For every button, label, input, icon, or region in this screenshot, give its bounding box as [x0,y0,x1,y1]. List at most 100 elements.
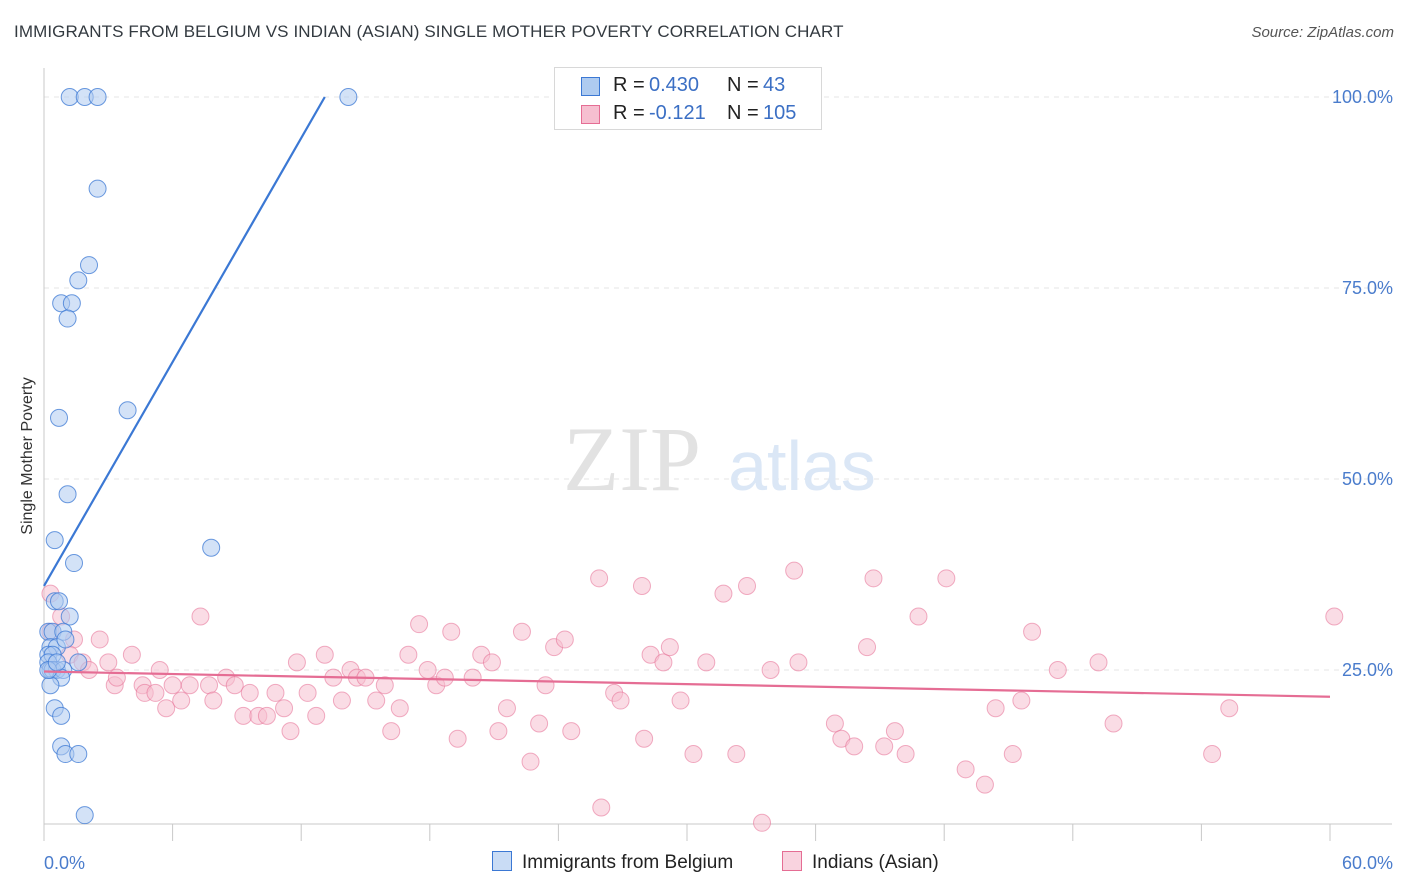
point-indians-asian [204,691,223,710]
legend-swatch-belgium [581,77,600,96]
point-indians-asian [234,706,253,725]
point-indians-asian [896,745,915,764]
point-belgium [75,806,94,825]
legend-r-label: R = [613,74,645,96]
point-belgium [47,653,66,672]
point-indians-asian [611,691,630,710]
point-indians-asian [825,714,844,733]
point-indians-asian [275,699,294,718]
point-indians-asian [482,653,501,672]
bottom-legend-swatch-indians [782,851,802,871]
point-indians-asian [99,653,118,672]
tick-labels: 25.0% 50.0% 75.0% 100.0% 0.0% 60.0% [44,87,1393,873]
legend-r-label: R = [613,102,645,124]
point-belgium [56,630,75,649]
point-indians-asian [956,760,975,779]
point-indians-asian [266,683,285,702]
point-indians-asian [332,691,351,710]
point-indians-asian [157,699,176,718]
correlation-legend: R = 0.430 N = 43 R = -0.121 N = 105 [554,67,822,130]
point-belgium [118,401,137,420]
chart-title: IMMIGRANTS FROM BELGIUM VS INDIAN (ASIAN… [14,22,844,41]
point-indians-asian [1089,653,1108,672]
series-belgium-points [39,88,358,825]
legend-n-value: 105 [763,102,797,124]
point-indians-asian [240,683,259,702]
point-indians-asian [225,676,244,695]
point-indians-asian [1012,691,1031,710]
x-tick-label: 0.0% [44,853,85,873]
point-indians-asian [753,813,772,832]
point-indians-asian [512,622,531,641]
bottom-legend-label-indians: Indians (Asian) [812,852,939,873]
point-indians-asian [399,645,418,664]
point-indians-asian [909,607,928,626]
x-tick-label: 60.0% [1342,853,1393,873]
legend-r-value: 0.430 [649,74,700,96]
gridlines [44,96,1392,671]
point-indians-asian [1203,745,1222,764]
point-indians-asian [375,676,394,695]
point-indians-asian [435,668,454,687]
point-indians-asian [684,745,703,764]
point-indians-asian [489,722,508,741]
point-indians-asian [1003,745,1022,764]
point-indians-asian [307,706,326,725]
point-indians-asian [418,661,437,679]
point-indians-asian [1023,622,1042,641]
point-indians-asian [191,607,210,626]
bottom-legend-swatch-belgium [492,851,512,871]
point-belgium [58,485,77,504]
point-indians-asian [146,683,165,702]
legend-n-label: N = [727,74,759,96]
point-indians-asian [315,645,334,664]
point-indians-asian [163,676,182,695]
point-indians-asian [789,653,808,672]
y-tick-label: 75.0% [1342,278,1393,298]
point-indians-asian [463,668,482,687]
point-indians-asian [562,722,581,741]
point-indians-asian [530,714,549,733]
point-indians-asian [845,737,864,756]
legend-row-belgium: R = 0.430 N = 43 [555,71,821,101]
point-belgium [202,538,221,557]
point-belgium [88,179,107,198]
point-indians-asian [864,569,883,588]
y-tick-label: 50.0% [1342,469,1393,489]
watermark-zip: ZIP [563,408,701,510]
point-indians-asian [660,638,679,657]
point-belgium [88,88,107,106]
bottom-legend-indians: Indians (Asian) [782,851,939,874]
point-belgium [339,88,358,106]
point-indians-asian [761,661,780,679]
point-indians-asian [150,661,169,679]
point-indians-asian [1220,699,1239,718]
legend-n-label: N = [727,102,759,124]
point-indians-asian [555,630,574,649]
point-indians-asian [521,752,540,771]
point-indians-asian [738,576,757,595]
point-indians-asian [671,691,690,710]
point-indians-asian [937,569,956,588]
point-indians-asian [497,699,516,718]
source-label: Source: ZipAtlas.com [1251,24,1394,41]
point-belgium [65,554,84,573]
point-indians-asian [1104,714,1123,733]
trend-line-belgium [43,96,326,587]
axes [43,68,1392,841]
point-indians-asian [885,722,904,741]
series-indians-asian-points [41,561,1344,832]
point-indians-asian [727,745,746,764]
trend-line-indians-asian [43,670,1331,698]
point-indians-asian [785,561,804,580]
point-indians-asian [986,699,1005,718]
point-indians-asian [298,683,317,702]
point-belgium [58,309,77,328]
y-tick-label: 100.0% [1332,87,1393,107]
point-belgium [69,745,88,764]
point-indians-asian [654,653,673,672]
point-belgium [60,607,79,626]
point-indians-asian [592,798,611,817]
trend-lines [43,96,1331,698]
point-belgium [80,256,99,275]
